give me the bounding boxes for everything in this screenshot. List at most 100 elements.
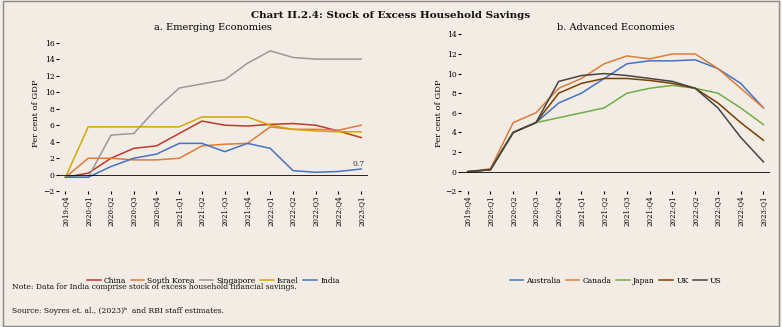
Japan bbox=[577, 111, 586, 115]
Singapore bbox=[311, 57, 321, 61]
South Korea bbox=[242, 141, 252, 145]
India bbox=[129, 156, 138, 160]
Singapore bbox=[174, 86, 184, 90]
China bbox=[129, 146, 138, 150]
Israel bbox=[266, 123, 275, 127]
UK bbox=[713, 101, 723, 105]
Line: Australia: Australia bbox=[468, 60, 763, 172]
China bbox=[84, 171, 93, 175]
South Korea bbox=[266, 125, 275, 129]
Japan bbox=[691, 86, 700, 90]
Canada bbox=[600, 62, 609, 66]
South Korea bbox=[152, 158, 161, 162]
UK bbox=[486, 168, 495, 172]
Japan bbox=[668, 83, 677, 87]
China bbox=[152, 144, 161, 148]
Israel bbox=[84, 125, 93, 129]
Israel bbox=[152, 125, 161, 129]
Israel bbox=[61, 175, 70, 179]
Israel bbox=[106, 125, 116, 129]
Singapore bbox=[289, 56, 298, 60]
China bbox=[197, 119, 206, 123]
UK bbox=[600, 77, 609, 80]
China bbox=[357, 136, 366, 140]
Israel bbox=[174, 125, 184, 129]
UK bbox=[531, 121, 540, 125]
Text: Note: Data for India comprise stock of excess household financial savings.: Note: Data for India comprise stock of e… bbox=[12, 283, 296, 291]
US bbox=[531, 121, 540, 125]
India bbox=[357, 167, 366, 171]
Japan bbox=[759, 123, 768, 127]
South Korea bbox=[129, 158, 138, 162]
Text: Source: Soyres et. al., (2023)ᵇ  and RBI staff estimates.: Source: Soyres et. al., (2023)ᵇ and RBI … bbox=[12, 307, 224, 315]
UK bbox=[508, 130, 518, 134]
China bbox=[311, 123, 321, 127]
Israel bbox=[311, 129, 321, 133]
Singapore bbox=[129, 131, 138, 135]
Title: a. Emerging Economies: a. Emerging Economies bbox=[154, 23, 272, 32]
Australia bbox=[668, 59, 677, 63]
Line: South Korea: South Korea bbox=[66, 125, 361, 177]
Israel bbox=[220, 115, 229, 119]
Japan bbox=[600, 106, 609, 110]
Australia bbox=[508, 130, 518, 134]
Israel bbox=[357, 130, 366, 134]
Canada bbox=[508, 121, 518, 125]
Canada bbox=[645, 57, 655, 61]
Australia bbox=[600, 77, 609, 80]
South Korea bbox=[174, 156, 184, 160]
Canada bbox=[554, 86, 563, 90]
Australia bbox=[554, 101, 563, 105]
India bbox=[220, 150, 229, 154]
Singapore bbox=[357, 57, 366, 61]
Japan bbox=[736, 106, 745, 110]
US bbox=[554, 79, 563, 83]
UK bbox=[759, 138, 768, 142]
US bbox=[463, 170, 472, 174]
US bbox=[622, 74, 632, 77]
China bbox=[106, 156, 116, 160]
Y-axis label: Per cent of GDP: Per cent of GDP bbox=[435, 79, 443, 146]
South Korea bbox=[289, 128, 298, 131]
India bbox=[174, 141, 184, 145]
UK bbox=[622, 77, 632, 80]
US bbox=[486, 168, 495, 172]
UK bbox=[463, 170, 472, 174]
Israel bbox=[197, 115, 206, 119]
India bbox=[106, 164, 116, 168]
China bbox=[289, 122, 298, 126]
Japan bbox=[554, 116, 563, 120]
Australia bbox=[622, 62, 632, 66]
UK bbox=[577, 81, 586, 85]
India bbox=[84, 175, 93, 179]
Singapore bbox=[266, 49, 275, 53]
Line: India: India bbox=[66, 143, 361, 177]
India bbox=[61, 175, 70, 179]
Canada bbox=[736, 86, 745, 90]
Singapore bbox=[152, 107, 161, 111]
US bbox=[691, 86, 700, 90]
Singapore bbox=[197, 82, 206, 86]
Canada bbox=[691, 52, 700, 56]
UK bbox=[691, 86, 700, 90]
Israel bbox=[334, 130, 343, 134]
China bbox=[242, 124, 252, 128]
South Korea bbox=[220, 142, 229, 146]
India bbox=[311, 170, 321, 174]
China bbox=[174, 131, 184, 135]
Line: Israel: Israel bbox=[66, 117, 361, 177]
Canada bbox=[577, 77, 586, 80]
Japan bbox=[463, 170, 472, 174]
India bbox=[289, 169, 298, 173]
Japan bbox=[622, 91, 632, 95]
South Korea bbox=[61, 175, 70, 179]
Australia bbox=[463, 170, 472, 174]
Line: China: China bbox=[66, 121, 361, 177]
US bbox=[508, 130, 518, 134]
Australia bbox=[531, 121, 540, 125]
Singapore bbox=[334, 57, 343, 61]
China bbox=[61, 175, 70, 179]
Canada bbox=[463, 170, 472, 174]
Japan bbox=[645, 86, 655, 90]
India bbox=[197, 141, 206, 145]
